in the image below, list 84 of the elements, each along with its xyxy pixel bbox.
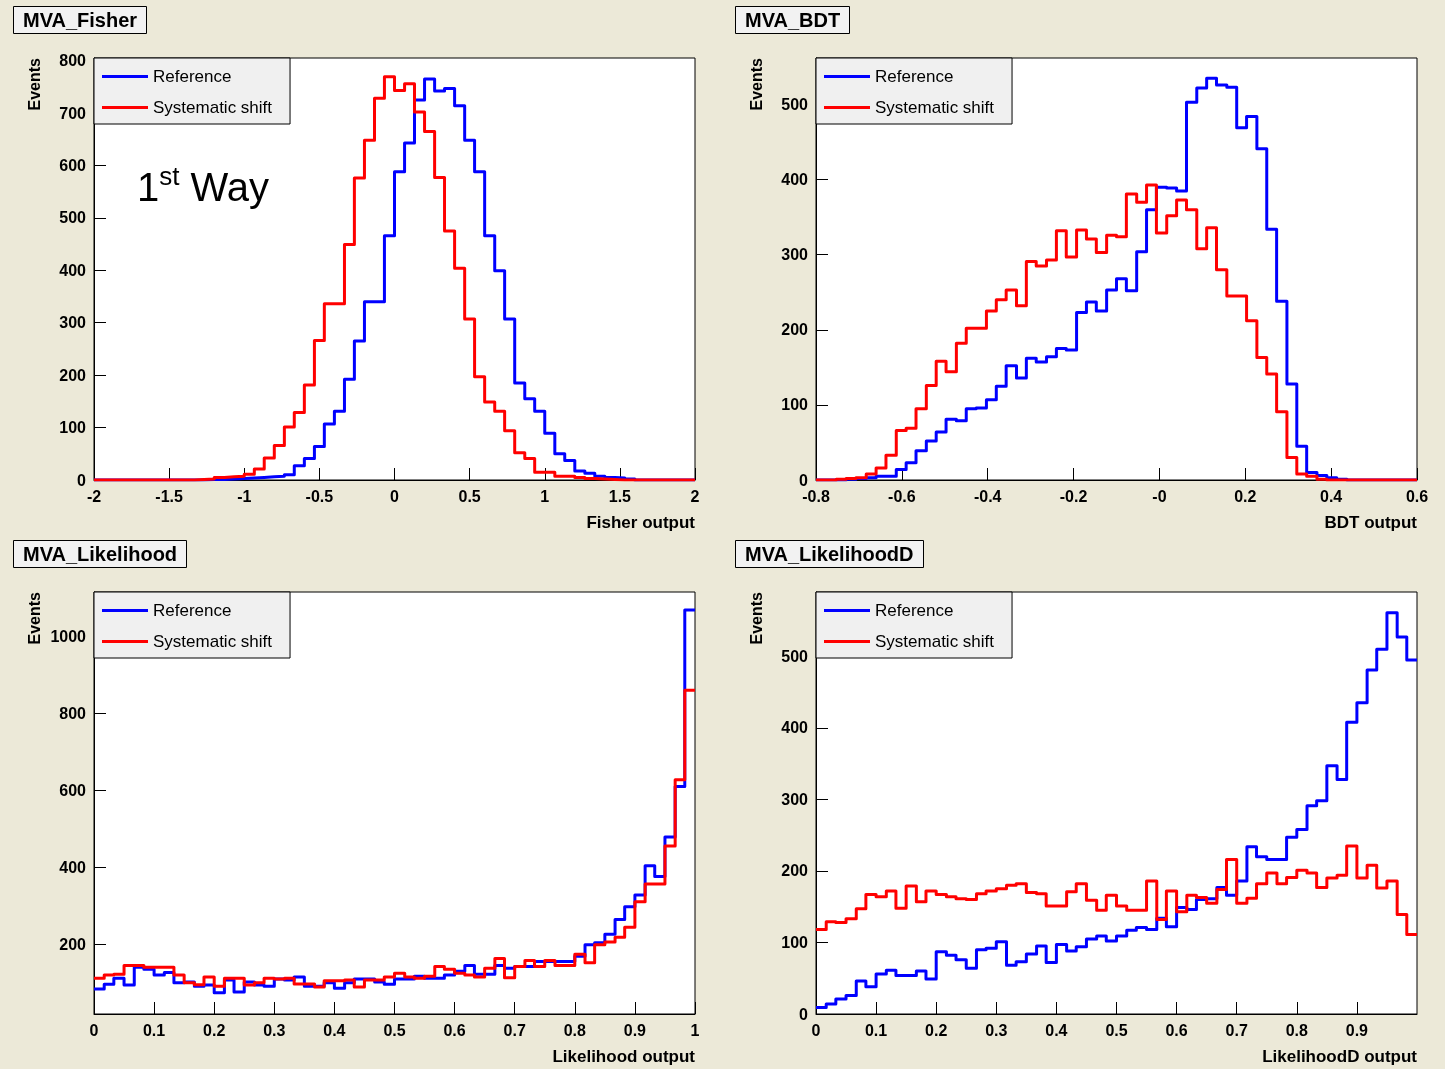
y-tick-label: 800 [59,52,87,70]
y-tick-label: 200 [59,936,87,954]
y-tick-label: 500 [781,96,809,114]
y-tick-label: 1000 [50,627,87,645]
x-tick-label: 0.3 [985,1021,1008,1039]
x-tick-label: 0.5 [383,1021,406,1039]
x-tick-label: -1.5 [155,487,184,505]
y-tick-label: 200 [59,366,87,384]
x-tick-label: 0 [89,1021,99,1039]
y-tick-label: 0 [77,471,87,489]
legend-label: Reference [875,601,954,620]
x-tick-label: 0.7 [503,1021,526,1039]
y-tick-label: 400 [59,859,87,877]
y-axis-title: Events [25,57,43,111]
y-tick-label: 500 [781,647,809,665]
y-tick-label: 700 [59,104,87,122]
y-tick-label: 600 [59,781,87,799]
y-tick-label: 100 [781,396,809,414]
x-tick-label: 0.7 [1225,1021,1248,1039]
legend-label: Reference [875,67,954,86]
x-tick-label: 0.6 [1405,487,1429,505]
y-tick-label: 200 [781,321,809,339]
y-tick-label: 400 [781,171,809,189]
x-tick-label: 1.5 [608,487,632,505]
x-tick-label: -0.4 [973,487,1002,505]
x-axis-title: Fisher output [586,513,696,532]
legend-label: Systematic shift [875,632,995,651]
x-tick-label: 1 [540,487,550,505]
x-tick-label: 2 [690,487,700,505]
y-axis-title: Events [25,591,43,645]
legend-label: Systematic shift [153,632,273,651]
y-tick-label: 600 [59,156,87,174]
y-tick-label: 400 [781,719,809,737]
x-tick-label: 0.5 [1105,1021,1128,1039]
x-tick-label: 0 [390,487,400,505]
x-tick-label: 0.9 [623,1021,647,1039]
x-tick-label: 0.6 [1165,1021,1188,1039]
x-tick-label: 0.8 [1285,1021,1309,1039]
y-tick-label: 100 [59,419,87,437]
x-tick-label: 0.2 [1234,487,1257,505]
x-tick-label: 0.8 [563,1021,587,1039]
y-tick-label: 200 [781,862,809,880]
x-tick-label: -0.6 [888,487,916,505]
y-tick-label: 300 [781,790,809,808]
x-tick-label: 0.4 [1045,1021,1068,1039]
x-tick-label: 0.1 [864,1021,888,1039]
legend-label: Systematic shift [153,98,273,117]
x-tick-label: -0 [1152,487,1167,505]
x-axis-title: LikelihoodD output [1262,1047,1418,1066]
x-tick-label: 0.9 [1345,1021,1369,1039]
x-tick-label: -0.2 [1059,487,1088,505]
y-tick-label: 100 [781,933,809,951]
x-tick-label: -2 [86,487,102,505]
y-tick-label: 0 [799,471,809,489]
chart-title: MVA_Likelihood [23,543,178,565]
y-axis-title: Events [747,591,765,645]
y-tick-label: 0 [799,1005,809,1023]
y-axis-title: Events [747,57,765,111]
chart-title: MVA_Fisher [23,9,138,31]
y-tick-label: 300 [59,314,87,332]
x-axis-title: Likelihood output [552,1047,696,1066]
x-tick-label: 0.2 [925,1021,948,1039]
chart-title: MVA_BDT [745,9,841,31]
x-tick-label: 0.2 [203,1021,226,1039]
y-tick-label: 400 [59,261,87,279]
x-tick-label: 0.4 [323,1021,346,1039]
y-tick-label: 800 [59,704,87,722]
x-tick-label: 0.1 [142,1021,166,1039]
x-tick-label: -1 [237,487,252,505]
legend-label: Systematic shift [875,98,995,117]
x-tick-label: 0.5 [458,487,481,505]
x-tick-label: 1 [690,1021,700,1039]
legend-label: Reference [153,67,232,86]
x-tick-label: 0.6 [443,1021,466,1039]
x-tick-label: 0.4 [1320,487,1343,505]
y-tick-label: 500 [59,209,87,227]
x-tick-label: -0.5 [305,487,334,505]
chart-title: MVA_LikelihoodD [745,543,914,565]
y-tick-label: 300 [781,246,809,264]
x-tick-label: 0 [811,1021,821,1039]
x-tick-label: -0.8 [802,487,830,505]
x-tick-label: 0.3 [263,1021,286,1039]
x-axis-title: BDT output [1324,513,1418,532]
legend-label: Reference [153,601,232,620]
